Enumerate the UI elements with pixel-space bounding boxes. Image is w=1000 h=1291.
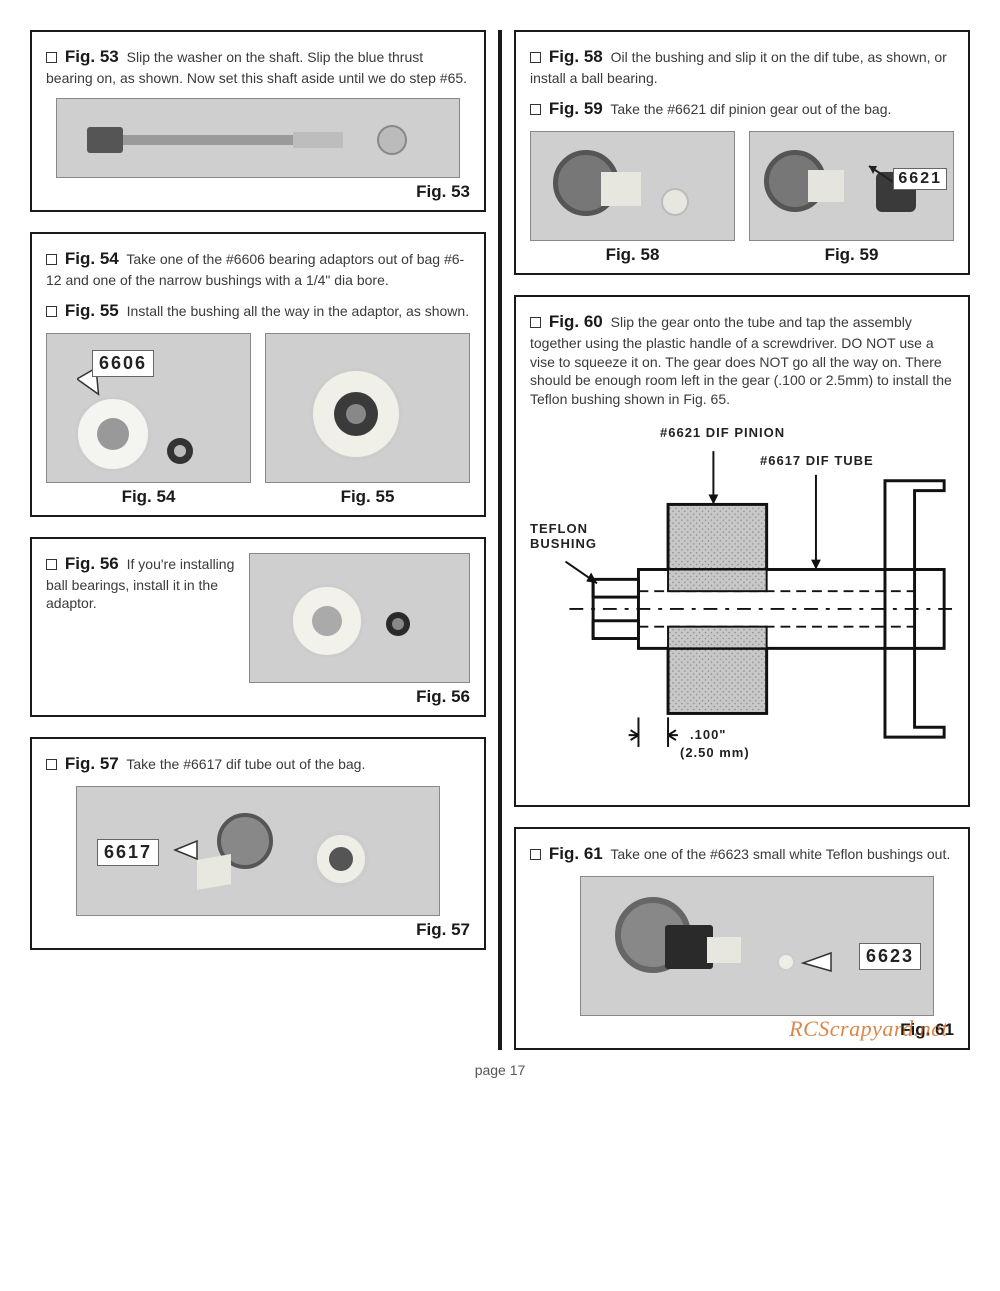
checkbox-icon [530,104,541,115]
checkbox-icon [530,317,541,328]
checkbox-icon [530,849,541,860]
checkbox-icon [46,52,57,63]
photo-fig58 [530,131,735,241]
part-label-6606: 6606 [92,350,154,377]
pointer-icon [799,949,833,973]
caption-fig54: Fig. 54 [46,487,251,507]
part-label-6623: 6623 [859,943,921,970]
fig-label: Fig. 55 [65,301,119,320]
fig-text: Take the #6617 dif tube out of the bag. [126,756,365,772]
photo-fig56 [249,553,470,683]
fig-label: Fig. 59 [549,99,603,118]
column-divider [498,30,502,1050]
checkbox-icon [46,759,57,770]
fig-text: Take one of the #6623 small white Teflon… [610,846,950,862]
fig-label: Fig. 61 [549,844,603,863]
right-column: Fig. 58 Oil the bushing and slip it on t… [514,30,970,1050]
step-fig61: Fig. 61 Take one of the #6623 small whit… [530,843,954,866]
caption-fig58: Fig. 58 [530,245,735,265]
part-label-6621: 6621 [893,168,947,190]
step-fig60: Fig. 60 Slip the gear onto the tube and … [530,311,954,410]
step-fig57: Fig. 57 Take the #6617 dif tube out of t… [46,753,470,776]
diagram-label-gap-in: .100" [690,727,726,742]
photo-fig57: 6617 [76,786,440,916]
panel-fig60: Fig. 60 Slip the gear onto the tube and … [514,295,970,808]
caption-fig53: Fig. 53 [46,182,470,202]
step-fig55: Fig. 55 Install the bushing all the way … [46,300,470,323]
panel-fig53: Fig. 53 Slip the washer on the shaft. Sl… [30,30,486,212]
panel-fig58-59: Fig. 58 Oil the bushing and slip it on t… [514,30,970,275]
checkbox-icon [46,254,57,265]
pointer-icon [865,162,895,184]
step-fig56: Fig. 56 If you're installing ball bearin… [46,553,237,614]
caption-fig57: Fig. 57 [46,920,470,940]
pointer-icon [173,837,199,863]
fig-label: Fig. 54 [65,249,119,268]
checkbox-icon [46,306,57,317]
caption-fig56: Fig. 56 [46,687,470,707]
photo-fig59: 6621 [749,131,954,241]
step-fig54: Fig. 54 Take one of the #6606 bearing ad… [46,248,470,290]
photo-fig54: 6606 [46,333,251,483]
diagram-fig60: #6621 DIF PINION #6617 DIF TUBE TEFLON B… [530,419,954,789]
photo-fig55 [265,333,470,483]
watermark: RCScrapyard.net [789,1016,948,1042]
photo-fig53 [56,98,460,178]
photo-fig61: 6623 [580,876,934,1016]
checkbox-icon [46,559,57,570]
panel-fig54-55: Fig. 54 Take one of the #6606 bearing ad… [30,232,486,517]
diagram-label-teflon: TEFLON BUSHING [530,521,597,551]
page: Fig. 53 Slip the washer on the shaft. Sl… [30,30,970,1050]
diagram-label-gap-mm: (2.50 mm) [680,745,750,760]
step-fig53: Fig. 53 Slip the washer on the shaft. Sl… [46,46,470,88]
checkbox-icon [530,52,541,63]
page-number: page 17 [30,1062,970,1078]
fig-label: Fig. 56 [65,554,119,573]
caption-fig59: Fig. 59 [749,245,954,265]
photo-row: 6606 Fig. 54 Fig. 55 [46,333,470,507]
fig-label: Fig. 57 [65,754,119,773]
diagram-label-pinion: #6621 DIF PINION [660,425,785,440]
panel-fig56: Fig. 56 If you're installing ball bearin… [30,537,486,717]
diagram-label-tube: #6617 DIF TUBE [760,453,874,468]
step-fig58: Fig. 58 Oil the bushing and slip it on t… [530,46,954,88]
fig-text: Take the #6621 dif pinion gear out of th… [610,101,891,117]
left-column: Fig. 53 Slip the washer on the shaft. Sl… [30,30,486,1050]
fig-label: Fig. 53 [65,47,119,66]
step-fig59: Fig. 59 Take the #6621 dif pinion gear o… [530,98,954,121]
fig-label: Fig. 58 [549,47,603,66]
part-label-6617: 6617 [97,839,159,866]
photo-row: Fig. 58 6621 Fig. 59 [530,131,954,265]
fig-label: Fig. 60 [549,312,603,331]
panel-fig57: Fig. 57 Take the #6617 dif tube out of t… [30,737,486,950]
fig-text: Install the bushing all the way in the a… [127,303,469,319]
diagram-svg [530,419,954,789]
caption-fig55: Fig. 55 [265,487,470,507]
panel-fig61: Fig. 61 Take one of the #6623 small whit… [514,827,970,1050]
